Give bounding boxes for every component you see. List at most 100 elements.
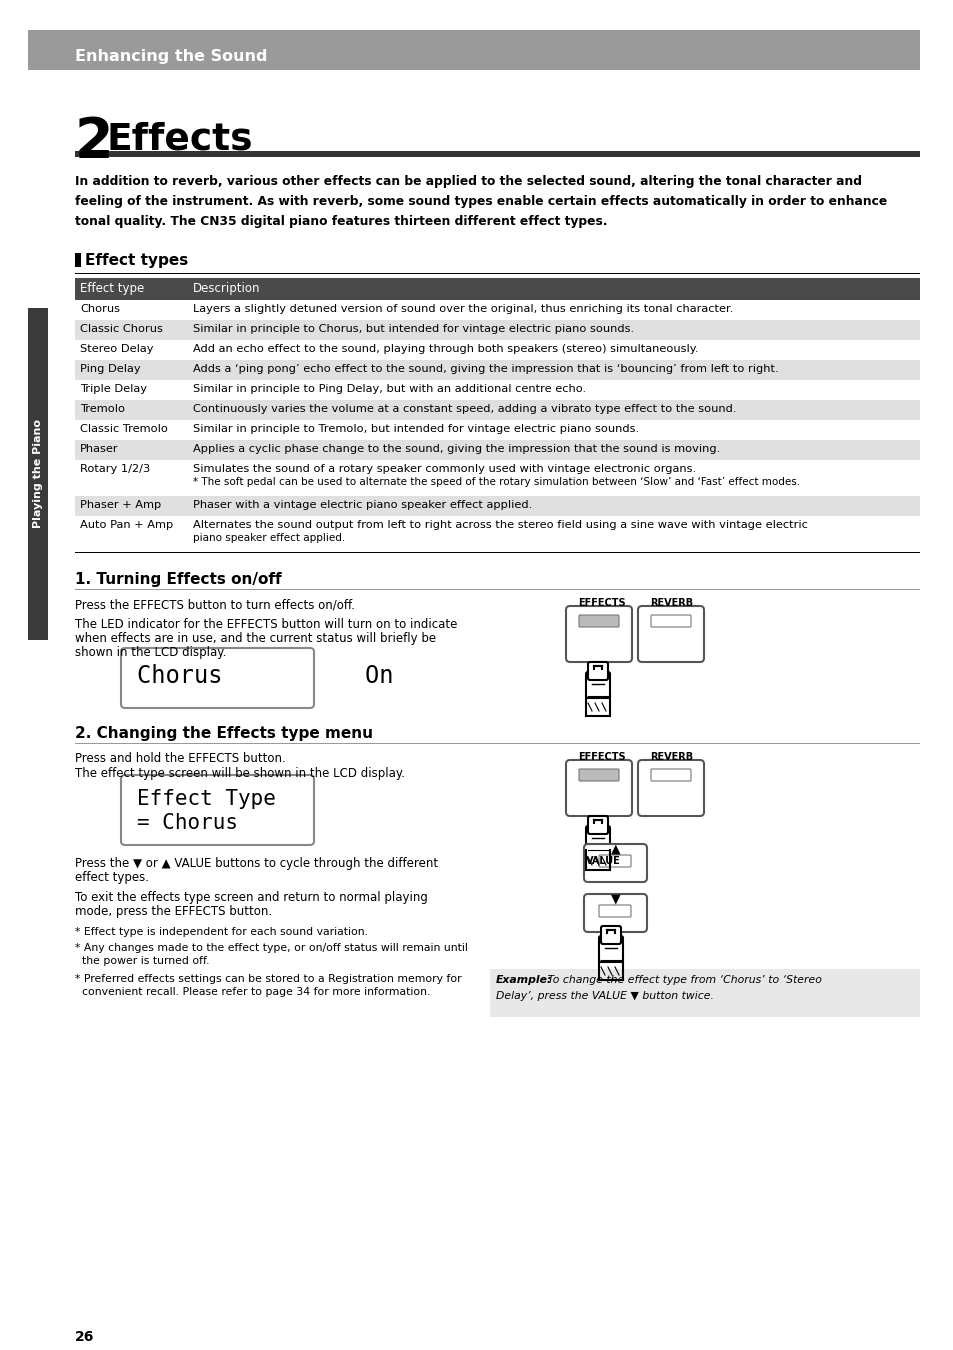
Text: Delay’, press the VALUE ▼ button twice.: Delay’, press the VALUE ▼ button twice.: [496, 991, 713, 1000]
Bar: [75, 151, 919, 157]
FancyBboxPatch shape: [638, 760, 703, 815]
Text: To exit the effects type screen and return to normal playing: To exit the effects type screen and retu…: [75, 891, 428, 904]
Text: Simulates the sound of a rotary speaker commonly used with vintage electronic or: Simulates the sound of a rotary speaker …: [193, 464, 696, 474]
Text: Stereo Delay: Stereo Delay: [80, 344, 153, 354]
Text: Phaser + Amp: Phaser + Amp: [80, 500, 161, 510]
FancyBboxPatch shape: [598, 936, 622, 963]
Bar: [28, 308, 48, 640]
Text: shown in the LCD display.: shown in the LCD display.: [75, 647, 226, 659]
Bar: [75, 440, 919, 460]
Text: mode, press the EFFECTS button.: mode, press the EFFECTS button.: [75, 904, 272, 918]
Bar: [75, 300, 919, 320]
FancyBboxPatch shape: [650, 769, 690, 782]
Text: when effects are in use, and the current status will briefly be: when effects are in use, and the current…: [75, 632, 436, 645]
FancyBboxPatch shape: [585, 672, 609, 698]
Text: Auto Pan + Amp: Auto Pan + Amp: [80, 520, 173, 531]
Text: Press and hold the EFFECTS button.: Press and hold the EFFECTS button.: [75, 752, 286, 765]
Text: REVERB: REVERB: [649, 598, 693, 608]
Bar: [75, 460, 919, 495]
Text: Similar in principle to Ping Delay, but with an additional centre echo.: Similar in principle to Ping Delay, but …: [193, 383, 585, 394]
Text: EFFECTS: EFFECTS: [578, 752, 625, 761]
FancyBboxPatch shape: [585, 826, 609, 852]
Text: Similar in principle to Chorus, but intended for vintage electric piano sounds.: Similar in principle to Chorus, but inte…: [193, 324, 634, 333]
Bar: [75, 400, 919, 420]
Bar: [75, 360, 919, 379]
Bar: [75, 340, 919, 360]
Text: VALUE: VALUE: [585, 856, 620, 865]
Text: Effect types: Effect types: [85, 252, 188, 269]
Text: 1. Turning Effects on/off: 1. Turning Effects on/off: [75, 572, 281, 587]
Text: Effects: Effects: [107, 122, 253, 158]
FancyBboxPatch shape: [578, 616, 618, 626]
Text: The LED indicator for the EFFECTS button will turn on to indicate: The LED indicator for the EFFECTS button…: [75, 618, 456, 630]
FancyBboxPatch shape: [583, 894, 646, 931]
FancyBboxPatch shape: [583, 844, 646, 882]
Text: Alternates the sound output from left to right across the stereo field using a s: Alternates the sound output from left to…: [193, 520, 807, 531]
Text: feeling of the instrument. As with reverb, some sound types enable certain effec: feeling of the instrument. As with rever…: [75, 194, 886, 208]
Text: To change the effect type from ‘Chorus’ to ‘Stereo: To change the effect type from ‘Chorus’ …: [543, 975, 821, 985]
FancyBboxPatch shape: [650, 616, 690, 626]
Text: 26: 26: [75, 1330, 94, 1345]
FancyBboxPatch shape: [565, 606, 631, 662]
FancyBboxPatch shape: [578, 769, 618, 782]
Text: REVERB: REVERB: [649, 752, 693, 761]
Bar: [75, 495, 919, 516]
Text: piano speaker effect applied.: piano speaker effect applied.: [193, 533, 345, 543]
Bar: [75, 278, 919, 300]
Text: Continuously varies the volume at a constant speed, adding a vibrato type effect: Continuously varies the volume at a cons…: [193, 404, 736, 414]
Text: Description: Description: [193, 282, 260, 296]
Text: the power is turned off.: the power is turned off.: [75, 956, 210, 967]
Text: Effect Type: Effect Type: [137, 788, 275, 809]
Bar: [75, 516, 919, 552]
FancyBboxPatch shape: [600, 926, 620, 944]
Text: Tremolo: Tremolo: [80, 404, 125, 414]
Text: * Effect type is independent for each sound variation.: * Effect type is independent for each so…: [75, 927, 368, 937]
Text: Playing the Piano: Playing the Piano: [33, 420, 43, 528]
Text: In addition to reverb, various other effects can be applied to the selected soun: In addition to reverb, various other eff…: [75, 176, 862, 188]
Bar: [28, 30, 919, 70]
Text: * Any changes made to the effect type, or on/off status will remain until: * Any changes made to the effect type, o…: [75, 944, 467, 953]
Bar: [75, 320, 919, 340]
Bar: [75, 252, 81, 267]
Text: * The soft pedal can be used to alternate the speed of the rotary simulation bet: * The soft pedal can be used to alternat…: [193, 477, 800, 487]
Text: = Chorus: = Chorus: [137, 813, 237, 833]
Text: ▲: ▲: [611, 842, 620, 855]
Text: * Preferred effects settings can be stored to a Registration memory for: * Preferred effects settings can be stor…: [75, 973, 461, 984]
Text: Press the ▼ or ▲ VALUE buttons to cycle through the different: Press the ▼ or ▲ VALUE buttons to cycle …: [75, 857, 437, 869]
FancyBboxPatch shape: [565, 760, 631, 815]
Text: EFFECTS: EFFECTS: [578, 598, 625, 608]
Text: effect types.: effect types.: [75, 871, 149, 884]
Bar: [75, 379, 919, 400]
Text: ▼: ▼: [611, 892, 620, 904]
Text: Triple Delay: Triple Delay: [80, 383, 147, 394]
Text: 2: 2: [75, 115, 113, 169]
Text: Applies a cyclic phase change to the sound, giving the impression that the sound: Applies a cyclic phase change to the sou…: [193, 444, 720, 454]
Text: Similar in principle to Tremolo, but intended for vintage electric piano sounds.: Similar in principle to Tremolo, but int…: [193, 424, 639, 433]
Text: Layers a slightly detuned version of sound over the original, thus enriching its: Layers a slightly detuned version of sou…: [193, 304, 733, 315]
Text: Classic Chorus: Classic Chorus: [80, 324, 163, 333]
Text: Rotary 1/2/3: Rotary 1/2/3: [80, 464, 150, 474]
Text: Chorus          On: Chorus On: [137, 664, 393, 689]
Text: Phaser with a vintage electric piano speaker effect applied.: Phaser with a vintage electric piano spe…: [193, 500, 532, 510]
Text: Example:: Example:: [496, 975, 552, 985]
Bar: [490, 969, 919, 1017]
FancyBboxPatch shape: [638, 606, 703, 662]
Text: The effect type screen will be shown in the LCD display.: The effect type screen will be shown in …: [75, 767, 405, 780]
FancyBboxPatch shape: [121, 648, 314, 707]
Text: tonal quality. The CN35 digital piano features thirteen different effect types.: tonal quality. The CN35 digital piano fe…: [75, 215, 607, 228]
FancyBboxPatch shape: [598, 855, 630, 867]
FancyBboxPatch shape: [598, 904, 630, 917]
Text: Classic Tremolo: Classic Tremolo: [80, 424, 168, 433]
Text: Effect type: Effect type: [80, 282, 144, 296]
FancyBboxPatch shape: [121, 775, 314, 845]
Text: Ping Delay: Ping Delay: [80, 364, 140, 374]
Text: Phaser: Phaser: [80, 444, 118, 454]
Text: Add an echo effect to the sound, playing through both speakers (stereo) simultan: Add an echo effect to the sound, playing…: [193, 344, 698, 354]
Text: 2. Changing the Effects type menu: 2. Changing the Effects type menu: [75, 726, 373, 741]
Text: Press the EFFECTS button to turn effects on/off.: Press the EFFECTS button to turn effects…: [75, 598, 355, 612]
FancyBboxPatch shape: [587, 662, 607, 680]
FancyBboxPatch shape: [587, 815, 607, 834]
Text: Adds a ‘ping pong’ echo effect to the sound, giving the impression that is ‘boun: Adds a ‘ping pong’ echo effect to the so…: [193, 364, 778, 374]
Text: convenient recall. Please refer to page 34 for more information.: convenient recall. Please refer to page …: [75, 987, 430, 998]
Text: Chorus: Chorus: [80, 304, 120, 315]
